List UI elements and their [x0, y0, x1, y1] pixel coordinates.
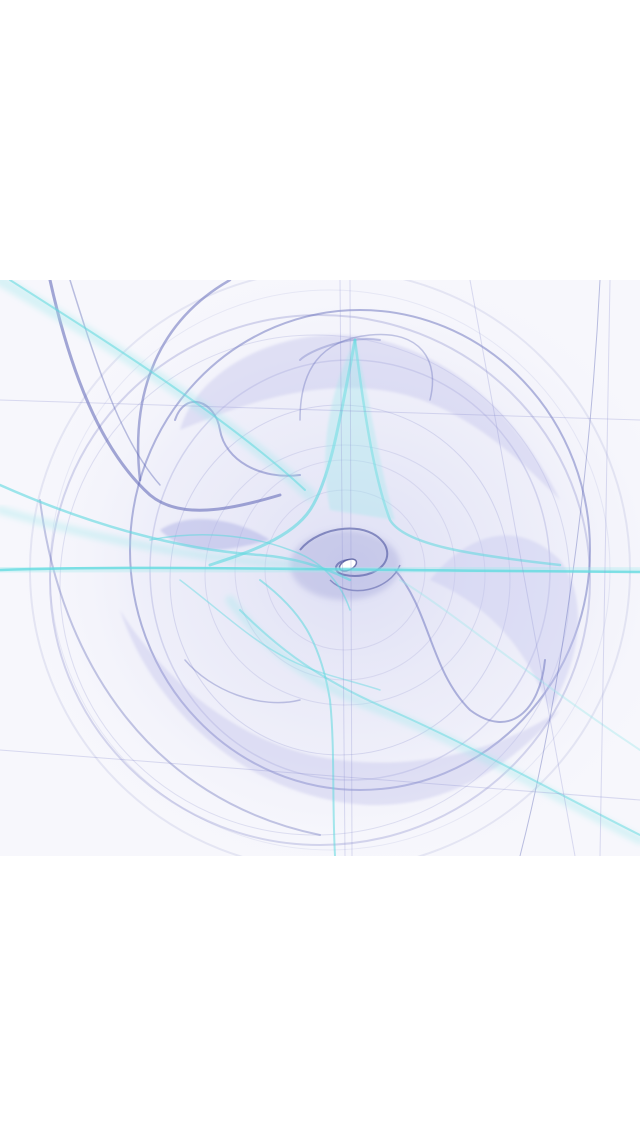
- fractal-art: [0, 280, 640, 856]
- faint-lines: [0, 280, 640, 856]
- cyan-streaks: [0, 280, 640, 856]
- fractal-image: [0, 280, 640, 856]
